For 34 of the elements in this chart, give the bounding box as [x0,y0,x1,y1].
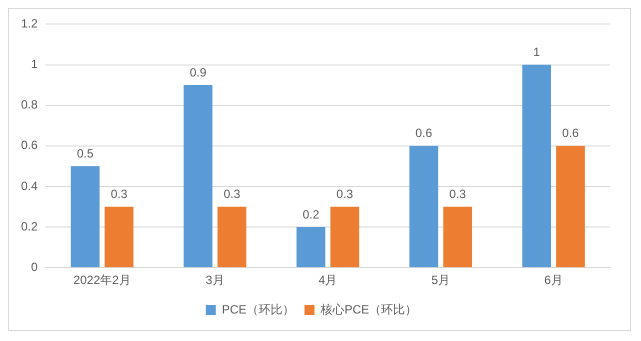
x-tick-label: 2022年2月 [73,273,131,288]
data-label: 0.3 [224,187,241,202]
data-label: 0.6 [562,126,580,140]
legend-label: 核心PCE（环比） [320,302,418,316]
data-label: 0.9 [190,65,207,80]
x-tick-label: 3月 [206,273,224,288]
data-label: 0.2 [302,207,320,222]
legend-label: PCE（环比） [222,302,295,316]
bar [104,206,134,268]
x-tick-label: 4月 [318,273,338,288]
bar [218,206,246,268]
x-tick-label: 5月 [431,273,450,288]
bar [409,146,438,268]
y-tick-label: 0.4 [20,178,38,193]
data-label: 0.5 [76,146,94,160]
bar [443,206,472,268]
bar [556,146,585,268]
y-tick-label: 0.6 [20,138,38,152]
data-label: 1 [533,45,540,60]
bar [522,64,552,268]
data-label: 0.6 [415,126,432,140]
data-label: 0.3 [336,187,354,202]
data-label: 0.3 [449,187,466,202]
y-tick-label: 0.8 [20,98,38,112]
bar [184,85,212,268]
x-tick-label: 6月 [544,273,563,288]
data-label: 0.3 [110,187,128,202]
y-tick-label: 0.2 [20,219,38,234]
y-tick-label: 1 [30,57,38,72]
bar [330,206,360,268]
bar [70,166,100,268]
bar [296,227,326,268]
y-tick-label: 1.2 [20,16,38,31]
y-tick-label: 0 [30,260,38,274]
